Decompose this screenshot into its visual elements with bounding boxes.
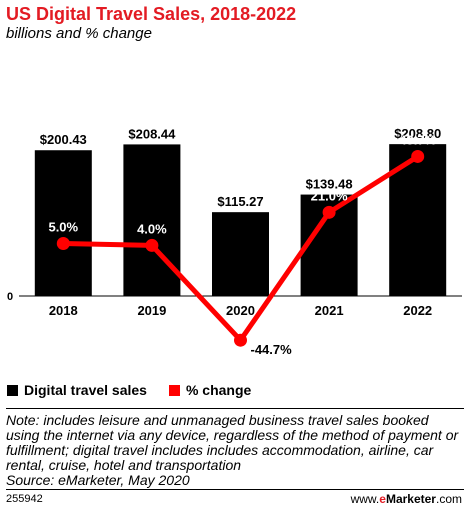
- bar-value-label-2021: $139.48: [306, 177, 353, 192]
- bar-value-label-2022: $208.80: [394, 126, 441, 141]
- change-value-label-2019: 4.0%: [137, 221, 167, 236]
- change-value-label-2021: 21.0%: [311, 188, 348, 203]
- change-point-2019: [145, 238, 159, 252]
- brand-prefix: www.: [350, 492, 380, 506]
- chart-legend: Digital travel sales % change: [7, 382, 273, 398]
- legend-label-change: % change: [185, 382, 252, 398]
- chart-plot: $200.43 $208.44 $115.27 $139.48 $208.80 0 2018…: [7, 126, 462, 357]
- change-value-label-2018: 5.0%: [48, 219, 78, 234]
- chart-note: Note: includes leisure and unmanaged bus…: [6, 412, 459, 473]
- bar-2018: [34, 150, 92, 296]
- x-tick-label-2019: 2019: [137, 303, 166, 318]
- y-axis-zero-label: 0: [7, 291, 13, 303]
- note-divider: [6, 408, 464, 409]
- x-tick-label-2020: 2020: [226, 303, 255, 318]
- change-point-2018: [56, 236, 70, 250]
- brand-suffix: .com: [435, 492, 462, 506]
- bar-value-label-2018: $200.43: [40, 132, 87, 147]
- x-tick-label-2018: 2018: [49, 303, 78, 318]
- chart-subtitle: billions and % change: [6, 25, 152, 42]
- change-value-label-2020: -44.7%: [251, 342, 293, 357]
- legend-swatch-change: [168, 384, 180, 396]
- legend-label-sales: Digital travel sales: [24, 382, 147, 398]
- brand-url[interactable]: www.eMarketer.com: [351, 492, 462, 506]
- change-value-label-2022: 49.7%: [399, 132, 436, 147]
- chart-title: US Digital Travel Sales, 2018-2022: [6, 4, 297, 24]
- legend-item-change: % change: [168, 382, 252, 398]
- bar-2019: [123, 144, 181, 296]
- change-point-2021: [322, 205, 336, 219]
- change-point-2022: [411, 149, 425, 163]
- chart-source: Source: eMarketer, May 2020: [6, 472, 190, 488]
- bar-2020: [212, 212, 269, 296]
- bar-value-label-2020: $115.27: [217, 194, 263, 209]
- brand-name: Marketer: [385, 492, 436, 506]
- change-point-2020: [234, 333, 247, 347]
- x-tick-label-2022: 2022: [403, 303, 432, 318]
- chart-id: 255942: [6, 493, 43, 505]
- legend-swatch-sales: [7, 384, 18, 396]
- legend-item-sales: Digital travel sales: [7, 382, 147, 398]
- bar-value-label-2019: $208.44: [128, 126, 176, 141]
- brand-accent: e: [379, 492, 386, 506]
- footer-divider: [6, 489, 464, 490]
- x-tick-label-2021: 2021: [315, 303, 344, 318]
